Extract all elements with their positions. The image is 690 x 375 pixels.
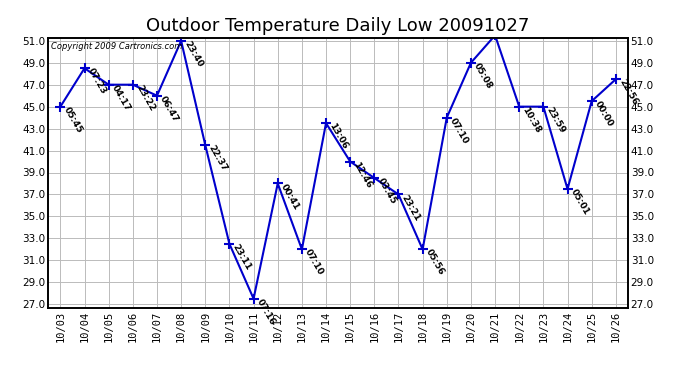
Text: 23:22: 23:22 xyxy=(135,83,157,112)
Text: 00:41: 00:41 xyxy=(279,182,301,211)
Text: 22:56: 22:56 xyxy=(618,78,640,107)
Text: 00:00: 00:00 xyxy=(0,374,1,375)
Text: 05:56: 05:56 xyxy=(424,248,446,277)
Text: 07:10: 07:10 xyxy=(304,248,325,277)
Text: 05:45: 05:45 xyxy=(62,105,84,135)
Text: 23:40: 23:40 xyxy=(183,39,205,69)
Text: 03:45: 03:45 xyxy=(376,177,398,206)
Title: Outdoor Temperature Daily Low 20091027: Outdoor Temperature Daily Low 20091027 xyxy=(146,16,530,34)
Text: 07:23: 07:23 xyxy=(86,67,108,96)
Text: 10:38: 10:38 xyxy=(521,105,542,135)
Text: 05:01: 05:01 xyxy=(569,188,591,217)
Text: 12:46: 12:46 xyxy=(352,160,374,189)
Text: 23:59: 23:59 xyxy=(545,105,567,135)
Text: 07:10: 07:10 xyxy=(448,116,470,146)
Text: 06:47: 06:47 xyxy=(159,94,181,124)
Text: 07:16: 07:16 xyxy=(255,297,277,327)
Text: 23:21: 23:21 xyxy=(400,193,422,222)
Text: 22:37: 22:37 xyxy=(207,144,229,173)
Text: 00:00: 00:00 xyxy=(593,100,615,129)
Text: 05:08: 05:08 xyxy=(473,62,494,90)
Text: Copyright 2009 Cartronics.com: Copyright 2009 Cartronics.com xyxy=(51,42,183,51)
Text: 04:17: 04:17 xyxy=(110,83,132,113)
Text: 13:06: 13:06 xyxy=(328,122,349,151)
Text: 23:11: 23:11 xyxy=(231,243,253,272)
